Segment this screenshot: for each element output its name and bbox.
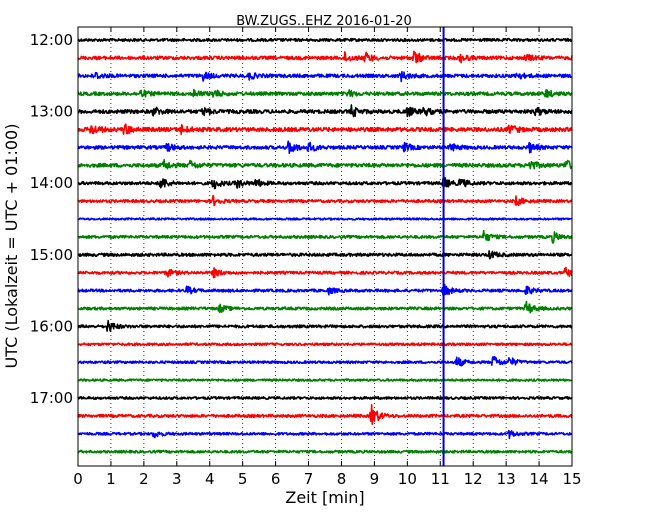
- trace-line: [77, 403, 573, 425]
- trace-line: [77, 395, 573, 401]
- trace-line: [77, 217, 573, 221]
- x-tick-label: 2: [139, 470, 149, 488]
- trace-line: [77, 449, 573, 454]
- trace-line: [77, 429, 573, 440]
- trace-line: [77, 158, 573, 170]
- trace-line: [77, 104, 573, 118]
- y-axis-label: UTC (Lokalzeit = UTC + 01:00): [2, 124, 21, 369]
- x-tick-label: 10: [398, 470, 417, 488]
- x-tick-label: 9: [370, 470, 380, 488]
- trace-line: [77, 50, 573, 64]
- y-tick-label: 17:00: [30, 389, 73, 407]
- x-tick-label: 12: [464, 470, 483, 488]
- x-tick-label: 5: [238, 470, 248, 488]
- trace-group: [77, 37, 573, 454]
- x-tick-label: 1: [106, 470, 116, 488]
- trace-line: [77, 355, 573, 367]
- x-tick-label: 11: [431, 470, 450, 488]
- trace-line: [77, 140, 573, 155]
- y-tick-label: 15:00: [30, 246, 73, 264]
- trace-line: [77, 283, 573, 296]
- trace-line: [77, 88, 573, 98]
- y-tick-label: 16:00: [30, 317, 73, 335]
- x-tick-label: 0: [73, 470, 83, 488]
- trace-line: [77, 342, 573, 347]
- y-tick-label: 13:00: [30, 103, 73, 121]
- plot-frame: [77, 26, 573, 467]
- trace-line: [77, 229, 573, 244]
- y-tick-label: 12:00: [30, 31, 73, 49]
- x-tick-label: 8: [337, 470, 347, 488]
- x-tick-label: 15: [562, 470, 581, 488]
- trace-line: [77, 123, 573, 136]
- trace-line: [77, 177, 573, 190]
- trace-line: [77, 266, 573, 279]
- x-tick-label: 3: [172, 470, 182, 488]
- trace-line: [77, 319, 573, 333]
- y-tick-label: 14:00: [30, 174, 73, 192]
- x-tick-label: 7: [304, 470, 314, 488]
- y-axis: 12:00 13:00 14:00 15:00 16:00 17:00: [30, 31, 572, 407]
- trace-line: [77, 250, 573, 260]
- chart-title: BW.ZUGS..EHZ 2016-01-20: [236, 14, 412, 29]
- trace-line: [77, 378, 573, 382]
- trace-line: [77, 194, 573, 207]
- trace-line: [77, 300, 573, 314]
- trace-line: [77, 70, 573, 83]
- x-tick-label: 4: [205, 470, 215, 488]
- x-axis: 0 1 2 3 4 5 6 7 8 9 10 11 12 13 14 15: [73, 27, 582, 488]
- x-tick-label: 13: [497, 470, 516, 488]
- x-axis-label: Zeit [min]: [285, 488, 364, 507]
- x-tick-label: 14: [530, 470, 549, 488]
- x-tick-label: 6: [271, 470, 281, 488]
- trace-line: [77, 37, 573, 43]
